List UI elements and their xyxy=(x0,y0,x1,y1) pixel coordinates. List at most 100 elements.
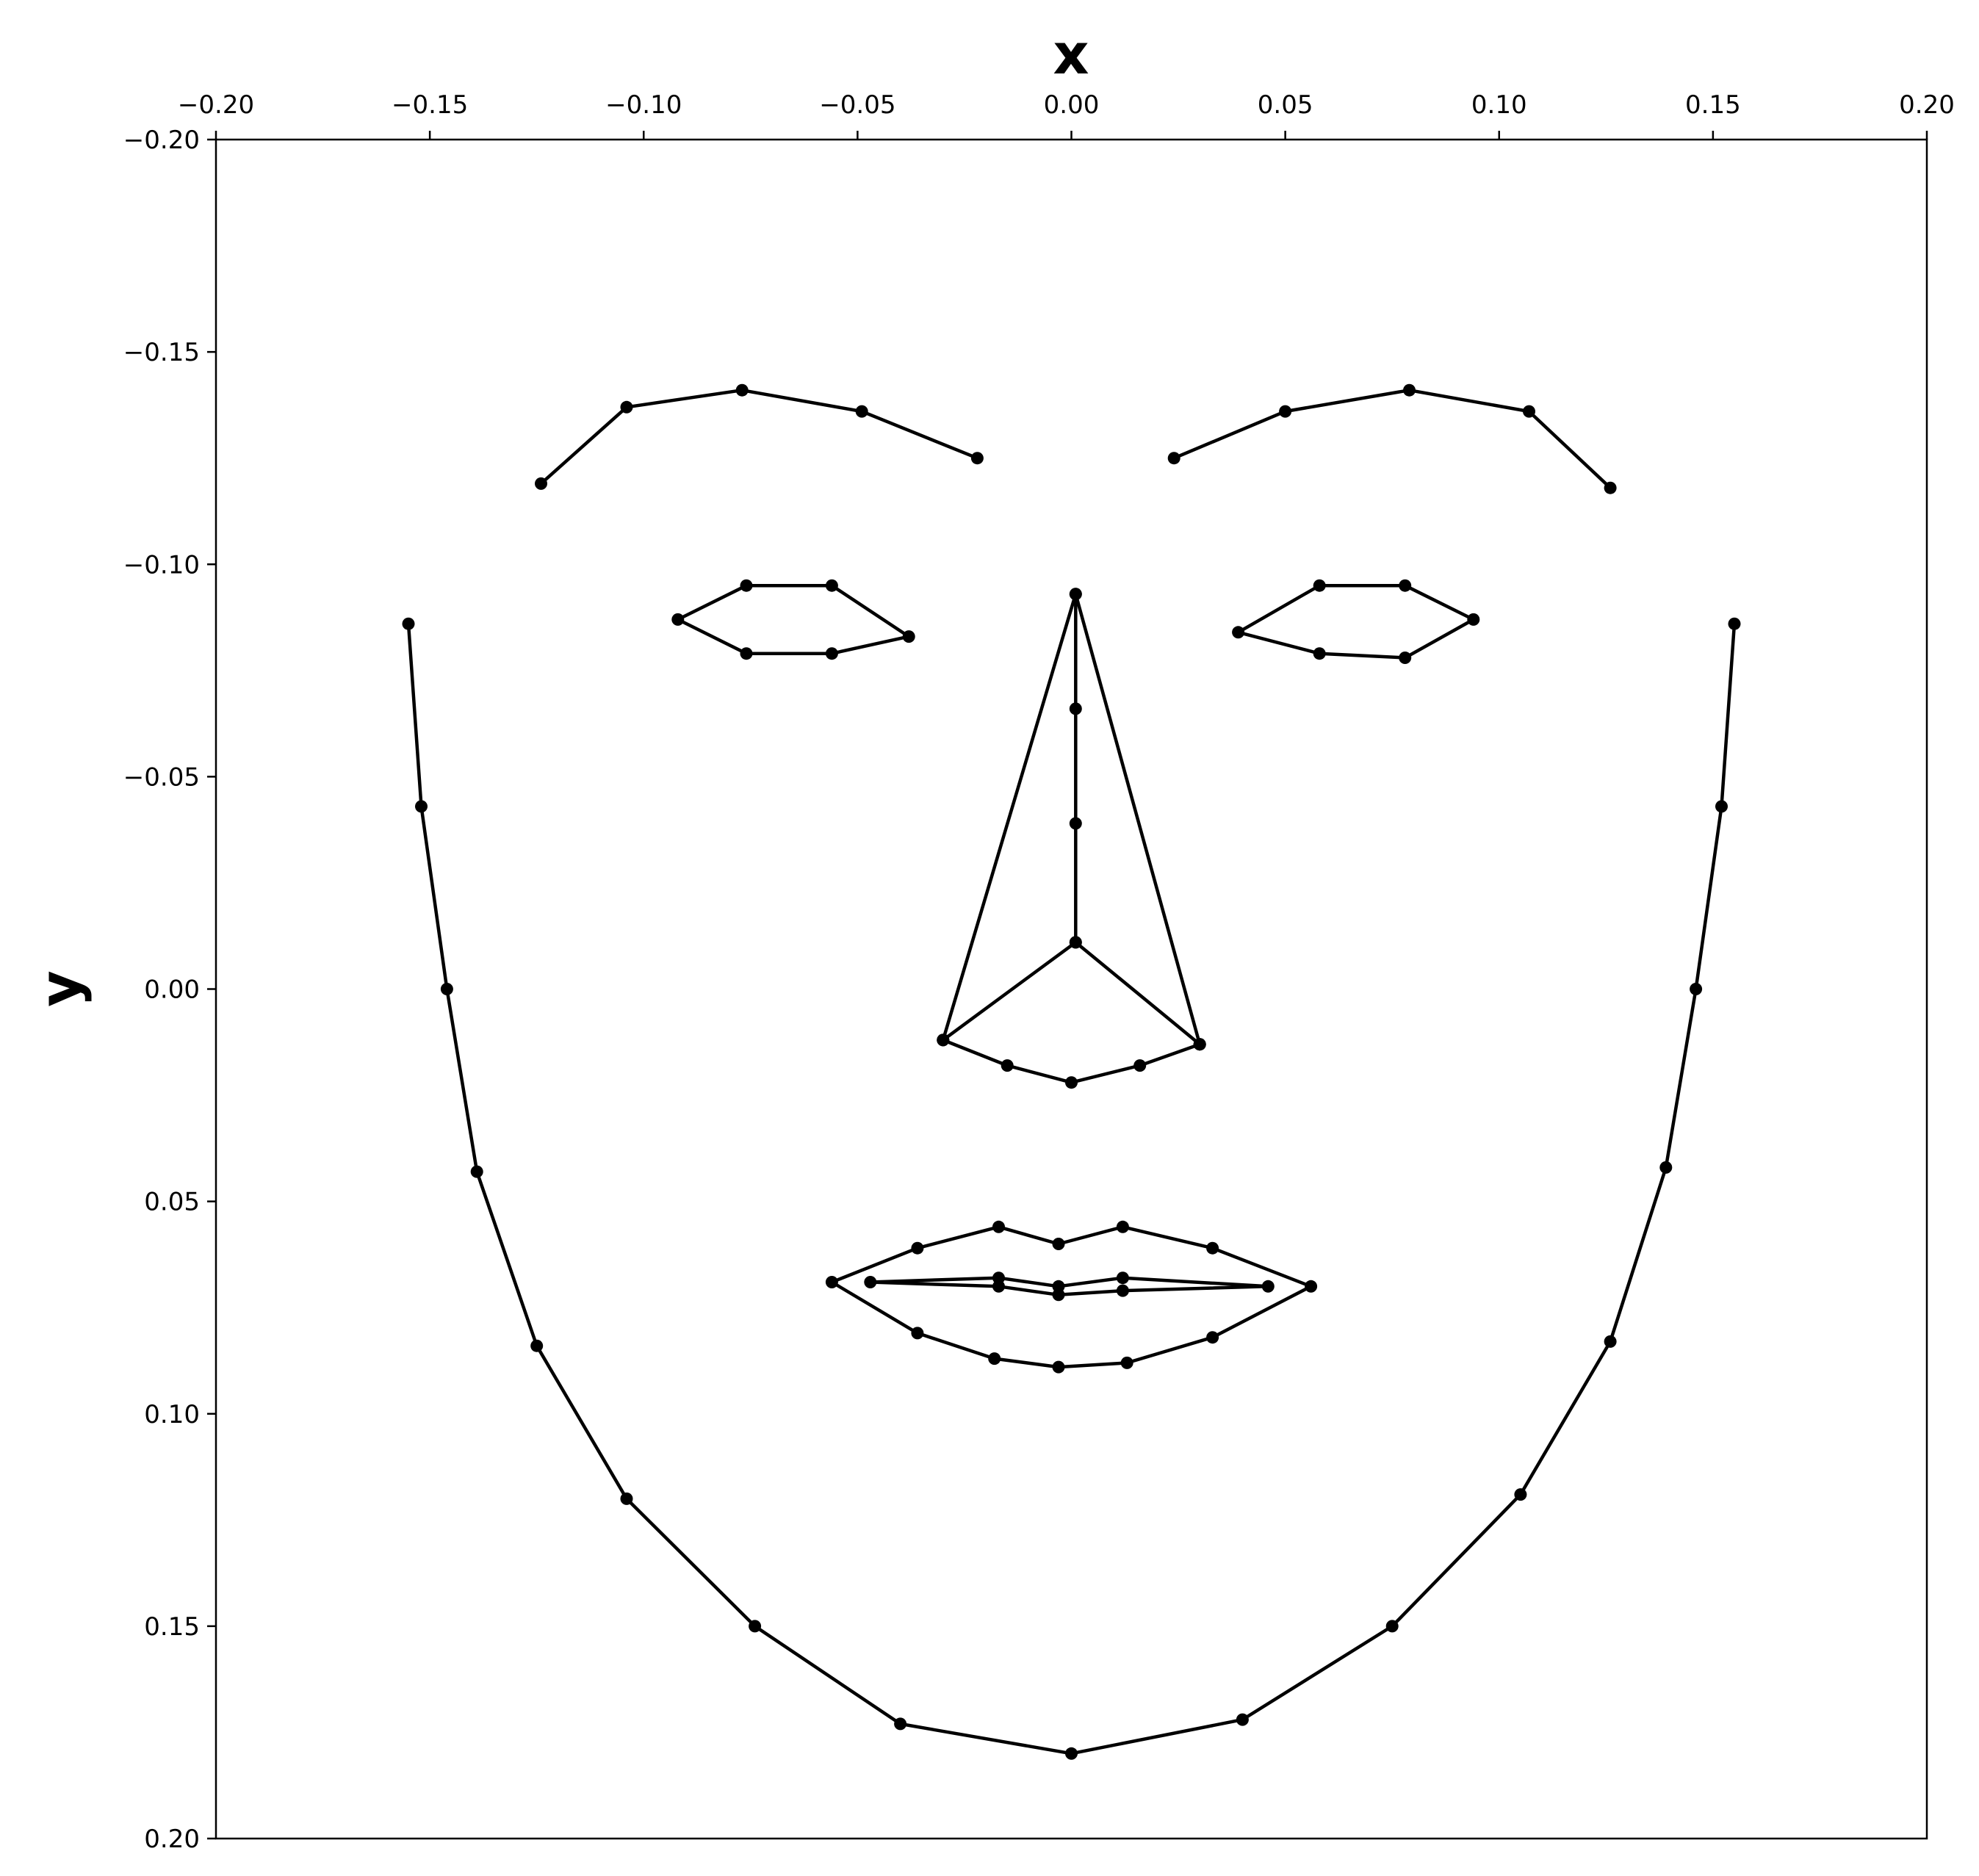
y-tick-label: −0.10 xyxy=(123,550,200,580)
y-tick-label: 0.10 xyxy=(144,1400,200,1429)
landmark-point xyxy=(855,405,868,418)
y-tick-label: 0.20 xyxy=(144,1825,200,1854)
landmark-point xyxy=(1305,1280,1318,1293)
x-tick-label: 0.00 xyxy=(1044,90,1100,120)
landmark-point xyxy=(1052,1360,1065,1374)
landmark-line-9 xyxy=(830,1225,1313,1369)
landmark-point xyxy=(825,579,838,592)
landmark-line-4 xyxy=(942,1038,1200,1084)
landmark-point xyxy=(1399,579,1412,592)
landmark-point xyxy=(1052,1238,1065,1250)
landmark-point xyxy=(864,1276,877,1288)
landmark-point xyxy=(894,1717,907,1731)
y-tick-label: −0.05 xyxy=(123,762,200,792)
landmark-point xyxy=(911,1241,924,1255)
landmark-point xyxy=(1069,936,1082,949)
landmark-point xyxy=(1133,1059,1147,1072)
landmark-point xyxy=(1001,1059,1014,1072)
landmark-point xyxy=(1206,1331,1219,1344)
x-axis-title: x xyxy=(1053,21,1089,87)
landmark-point xyxy=(970,452,984,465)
landmark-point xyxy=(1236,1713,1249,1726)
x-tick-label: −0.20 xyxy=(178,90,254,120)
landmark-point xyxy=(402,617,415,630)
landmark-point xyxy=(825,1276,838,1288)
landmark-point xyxy=(1279,405,1292,418)
landmark-point xyxy=(1403,383,1416,397)
landmark-point xyxy=(735,383,749,397)
landmark-point xyxy=(1232,626,1245,639)
x-tick-label: 0.05 xyxy=(1258,90,1313,120)
landmark-point xyxy=(937,1033,950,1047)
landmark-line-0 xyxy=(406,624,1737,1756)
landmark-point xyxy=(1120,1356,1133,1369)
y-tick-label: 0.00 xyxy=(144,975,200,1005)
y-tick-label: −0.15 xyxy=(123,338,200,367)
landmark-point xyxy=(1715,800,1728,813)
landmark-line-8 xyxy=(1236,583,1476,660)
landmark-point xyxy=(620,1492,633,1505)
landmark-point xyxy=(1523,405,1535,418)
landmark-point xyxy=(1065,1747,1078,1760)
landmark-point xyxy=(440,983,453,995)
landmark-point xyxy=(988,1352,1001,1365)
landmark-point xyxy=(1399,652,1412,664)
landmark-point xyxy=(1052,1288,1065,1302)
x-tick-label: −0.15 xyxy=(392,90,468,120)
landmark-point xyxy=(749,1620,762,1633)
landmark-point xyxy=(1690,983,1703,995)
landmark-point xyxy=(740,579,753,592)
landmark-point xyxy=(1313,647,1326,660)
landmark-point xyxy=(671,613,685,626)
landmark-point xyxy=(1604,481,1617,494)
landmark-point xyxy=(740,647,753,660)
landmark-line-10 xyxy=(868,1276,1270,1297)
landmark-point xyxy=(1167,452,1180,465)
landmark-point xyxy=(1193,1038,1206,1051)
landmark-point xyxy=(992,1220,1005,1233)
landmark-point xyxy=(1116,1220,1129,1233)
landmark-point xyxy=(902,630,915,643)
landmark-point xyxy=(1065,1076,1078,1089)
landmark-point xyxy=(1206,1241,1219,1255)
x-tick-label: 0.20 xyxy=(1899,90,1955,120)
landmark-point xyxy=(1659,1161,1673,1174)
landmark-point xyxy=(992,1280,1005,1293)
x-tick-label: 0.10 xyxy=(1471,90,1527,120)
landmark-point xyxy=(1116,1284,1129,1297)
plot-frame xyxy=(215,138,1928,1840)
y-tick-label: 0.15 xyxy=(144,1612,200,1642)
x-tick-label: −0.10 xyxy=(605,90,682,120)
landmark-point xyxy=(1467,613,1480,626)
y-axis-ticks: −0.20 −0.15 −0.10 −0.05 0.00 0.05 0.10 0.15 0.20 xyxy=(123,126,216,1854)
landmark-point xyxy=(1728,617,1741,630)
landmark-line-6 xyxy=(942,940,1201,1046)
landmark-line-1 xyxy=(540,388,978,486)
landmark-point xyxy=(530,1339,544,1352)
x-tick-label: −0.05 xyxy=(819,90,895,120)
landmark-point xyxy=(1604,1335,1617,1348)
landmark-point xyxy=(1514,1488,1527,1501)
landmark-point xyxy=(620,400,633,414)
landmark-point xyxy=(825,647,838,660)
x-axis-ticks: −0.20 −0.15 −0.10 −0.05 0.00 0.05 0.10 0.15 0.20 xyxy=(178,90,1955,140)
y-axis-title: y xyxy=(27,970,93,1007)
y-tick-label: −0.20 xyxy=(123,126,200,155)
landmark-point xyxy=(1313,579,1326,592)
landmark-point xyxy=(1069,817,1082,830)
landmark-point xyxy=(1069,702,1082,715)
landmark-point xyxy=(1069,588,1082,601)
y-tick-label: 0.05 xyxy=(144,1188,200,1217)
landmark-point xyxy=(1261,1280,1275,1293)
landmark-point xyxy=(470,1165,483,1178)
landmark-line-7 xyxy=(676,583,911,655)
landmark-point xyxy=(415,800,428,813)
landmark-point xyxy=(1385,1620,1399,1633)
x-tick-label: 0.15 xyxy=(1685,90,1741,120)
landmark-points xyxy=(402,383,1741,1760)
landmark-point xyxy=(911,1327,924,1340)
landmark-point xyxy=(535,477,547,490)
landmark-line-2 xyxy=(1173,388,1612,489)
landmark-point xyxy=(1116,1271,1129,1285)
